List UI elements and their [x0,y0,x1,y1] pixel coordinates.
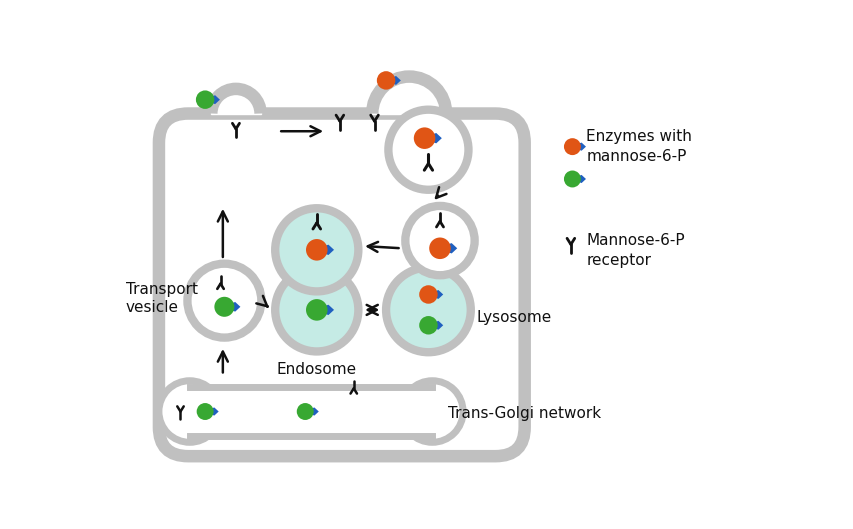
Circle shape [401,381,462,442]
Polygon shape [444,243,456,253]
Polygon shape [390,76,400,85]
Polygon shape [372,105,445,114]
Circle shape [563,170,580,187]
Text: Endosome: Endosome [276,362,357,377]
Polygon shape [229,302,240,312]
Polygon shape [209,95,220,104]
Circle shape [429,238,450,259]
Circle shape [296,403,313,420]
Polygon shape [322,305,334,315]
Circle shape [305,299,328,321]
Text: Lysosome: Lysosome [476,310,552,325]
Circle shape [275,208,358,291]
Text: Trans-Golgi network: Trans-Golgi network [447,406,601,421]
Polygon shape [432,321,443,330]
Polygon shape [309,407,318,416]
Polygon shape [576,175,585,183]
Circle shape [405,206,474,275]
Circle shape [376,71,395,89]
Circle shape [305,239,328,261]
Circle shape [275,268,358,351]
Polygon shape [432,290,443,299]
Circle shape [196,403,213,420]
Polygon shape [576,143,585,151]
Circle shape [187,263,261,338]
Text: Mannose-6-P
receptor: Mannose-6-P receptor [586,233,684,268]
Circle shape [386,268,470,352]
Polygon shape [322,244,334,255]
Circle shape [195,90,214,109]
Text: Transport
vesicle: Transport vesicle [125,282,198,315]
Polygon shape [209,407,218,416]
Circle shape [388,110,468,190]
Text: Enzymes with
mannose-6-P: Enzymes with mannose-6-P [586,129,691,164]
Circle shape [419,316,437,334]
Circle shape [414,127,435,149]
Circle shape [563,138,580,155]
Polygon shape [429,133,441,143]
Circle shape [159,381,220,442]
Bar [189,387,432,436]
Circle shape [214,297,234,317]
Polygon shape [211,105,260,114]
Circle shape [419,285,437,304]
